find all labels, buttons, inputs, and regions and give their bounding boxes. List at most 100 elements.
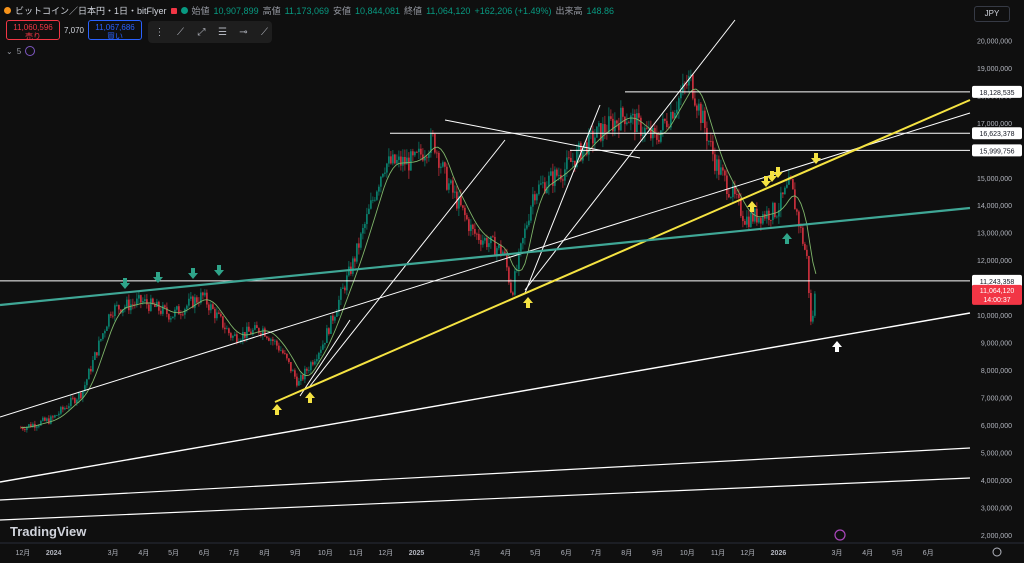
candle-body <box>562 179 564 181</box>
extended-line-icon[interactable]: ⟋ <box>261 26 268 38</box>
ray-icon[interactable]: ⤢ <box>197 26 206 38</box>
candle-body <box>598 123 600 127</box>
horizontal-ray-icon[interactable]: ⊸ <box>239 26 248 38</box>
candle-body <box>600 123 602 141</box>
candle-body <box>322 344 324 350</box>
candle-body <box>766 210 768 219</box>
x-tick-label: 9月 <box>652 549 663 557</box>
settings-icon <box>992 547 1002 557</box>
x-tick-label: 2024 <box>46 550 62 557</box>
trend-line <box>524 104 601 294</box>
green-up-arrow-marker <box>782 233 792 244</box>
indicator-toggle[interactable]: ⌄ 5 <box>6 46 36 56</box>
yellow-up-arrow-marker <box>272 404 282 415</box>
flag-icon[interactable] <box>170 7 177 14</box>
candle-body <box>712 141 714 155</box>
price-level-tag <box>972 144 1022 157</box>
symbol-title[interactable]: ビットコイン／日本円・1日・bitFlyer <box>15 6 167 16</box>
candle-body <box>558 174 560 176</box>
candle-body <box>478 233 480 241</box>
candle-body <box>742 215 744 222</box>
candle-body <box>656 132 658 140</box>
candle-body <box>212 304 214 309</box>
candle-body <box>416 151 418 153</box>
candle-body <box>396 159 398 164</box>
candle-body <box>280 350 282 352</box>
candle-body <box>372 199 374 201</box>
candle-body <box>336 311 338 317</box>
candle-body <box>810 293 812 322</box>
candle-body <box>360 233 362 248</box>
candle-body <box>546 186 548 193</box>
y-tick-label: 5,000,000 <box>981 450 1012 457</box>
candle-body <box>284 353 286 355</box>
candle-body <box>72 397 74 399</box>
candle-body <box>24 429 26 431</box>
buy-button[interactable]: 11,067,686 買い <box>88 20 142 41</box>
candle-body <box>240 339 242 342</box>
candle-body <box>246 326 248 338</box>
candle-body <box>210 304 212 311</box>
candle-body <box>346 275 348 291</box>
candle-body <box>106 326 108 331</box>
candle-body <box>22 427 24 430</box>
candle-body <box>814 293 816 316</box>
candle-body <box>84 385 86 392</box>
drag-handle-icon[interactable]: ⋮ <box>154 26 165 38</box>
y-tick-label: 12,000,000 <box>977 258 1012 265</box>
candle-body <box>636 113 638 132</box>
x-tick-label: 6月 <box>923 549 934 557</box>
candle-body <box>182 314 184 316</box>
candle-body <box>108 314 110 327</box>
candle-body <box>286 353 288 359</box>
candle-body <box>224 327 226 330</box>
x-tick-label: 3月 <box>470 549 481 557</box>
candle-body <box>664 118 666 121</box>
trend-line-icon[interactable]: ⟋ <box>177 26 184 38</box>
candle-body <box>44 417 46 421</box>
x-tick-label: 4月 <box>862 549 873 557</box>
candle-body <box>32 423 34 428</box>
candle-body <box>176 306 178 310</box>
candle-body <box>90 368 92 372</box>
y-tick-label: 19,000,000 <box>977 66 1012 73</box>
candle-body <box>332 315 334 321</box>
candle-body <box>78 392 80 400</box>
candle-body <box>28 424 30 427</box>
candle-body <box>382 173 384 177</box>
candle-body <box>448 183 450 190</box>
candle-body <box>74 398 76 404</box>
candle-body <box>722 167 724 171</box>
candle-body <box>566 157 568 170</box>
candle-body <box>470 224 472 232</box>
candle-body <box>218 312 220 314</box>
candle-body <box>38 425 40 427</box>
fib-icon[interactable]: ☰ <box>218 26 227 38</box>
candle-body <box>438 152 440 168</box>
candle-body <box>96 352 98 356</box>
candle-body <box>282 350 284 354</box>
currency-selector[interactable]: JPY <box>974 6 1010 22</box>
x-tick-label: 5月 <box>530 549 541 557</box>
y-tick-label: 14,000,000 <box>977 203 1012 210</box>
candle-body <box>92 359 94 372</box>
candle-body <box>570 157 572 163</box>
candle-body <box>466 215 468 220</box>
candle-body <box>458 196 460 209</box>
candle-body <box>376 191 378 200</box>
candle-body <box>150 298 152 311</box>
close-label: 終値 <box>404 6 423 16</box>
candle-body <box>362 227 364 234</box>
candle-body <box>410 151 412 171</box>
sell-button[interactable]: 11,060,596 売り <box>6 20 60 41</box>
price-level-tag <box>972 274 1022 287</box>
x-tick-label: 10月 <box>680 549 695 557</box>
candle-body <box>690 74 692 77</box>
candle-body <box>796 209 798 212</box>
candle-body <box>100 338 102 341</box>
candle-body <box>612 118 614 132</box>
price-level-tag <box>972 85 1022 98</box>
candle-body <box>164 305 166 308</box>
candle-body <box>268 338 270 341</box>
